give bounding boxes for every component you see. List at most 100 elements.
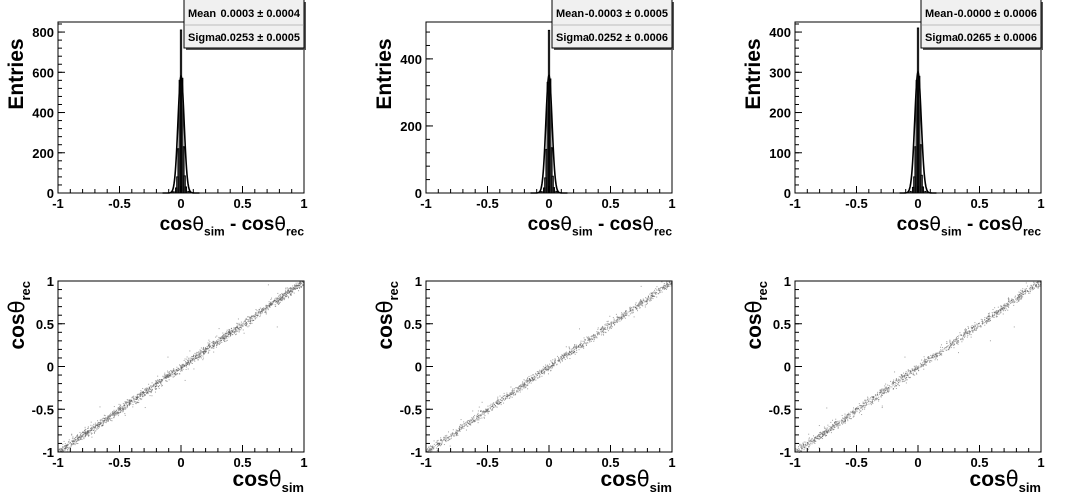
scatter-point [277, 300, 279, 302]
scatter-point [650, 292, 652, 294]
scatter-point [224, 335, 226, 337]
scatter-point [622, 314, 624, 316]
scatter-point [284, 295, 286, 297]
scatter-point [506, 395, 508, 397]
scatter-point [506, 396, 508, 398]
scatter-point [143, 395, 145, 397]
scatter-point [650, 297, 652, 299]
scatter-point [439, 443, 441, 445]
scatter-point [909, 373, 911, 375]
scatter-point [547, 370, 549, 372]
scatter-point [70, 445, 72, 447]
scatter-point [649, 296, 651, 298]
scatter-point [948, 348, 950, 350]
scatter-point [818, 447, 820, 449]
scatter-point [644, 306, 646, 308]
scatter-point [249, 318, 251, 320]
scatter-point [646, 297, 648, 299]
scatter-point [477, 422, 479, 424]
scatter-point [210, 346, 212, 348]
scatter-point [630, 308, 632, 310]
scatter-point [456, 430, 458, 432]
scatter-point [666, 281, 668, 283]
scatter-point [471, 418, 473, 420]
scatter-point [978, 325, 980, 327]
scatter-point [129, 404, 131, 406]
scatter-point [124, 401, 126, 403]
scatter-point [959, 334, 961, 336]
scatter-point [461, 426, 463, 428]
scatter-point [503, 392, 505, 394]
scatter-point [281, 298, 283, 300]
scatter-point [201, 351, 203, 353]
scatter-point [100, 422, 102, 424]
scatter-point [144, 407, 146, 409]
scatter-point [126, 404, 128, 406]
scatter-point [115, 413, 117, 415]
scatter-point [987, 320, 989, 322]
scatter-point [645, 300, 647, 302]
scatter-point [205, 350, 207, 352]
scatter-point [856, 409, 858, 411]
scatter-point [552, 367, 554, 369]
scatter-point [466, 422, 468, 424]
scatter-point [600, 328, 602, 330]
scatter-point [539, 376, 541, 378]
scatter-point [483, 417, 485, 419]
scatter-point [559, 359, 561, 361]
scatter-point [608, 326, 610, 328]
scatter-point [976, 326, 978, 328]
scatter-point [159, 379, 161, 381]
scatter-point [830, 426, 832, 428]
scatter-point [199, 356, 201, 358]
scatter-point [567, 354, 569, 356]
scatter-point [524, 380, 526, 382]
scatter-point [180, 370, 182, 372]
scatter-point [956, 340, 958, 342]
scatter-point [864, 404, 866, 406]
scatter-point [254, 318, 256, 320]
scatter-point [637, 304, 639, 306]
scatter-point [189, 363, 191, 365]
scatter-point [226, 332, 228, 334]
scatter-point [898, 379, 900, 381]
scatter-point [80, 438, 82, 440]
scatter-point [117, 412, 119, 414]
scatter-point [972, 331, 974, 333]
scatter-point [187, 362, 189, 364]
scatter-point [900, 377, 902, 379]
scatter-point [602, 333, 604, 335]
scatter-point [152, 385, 154, 387]
scatter-point [992, 316, 994, 318]
scatter-point [165, 374, 167, 376]
scatter-point [965, 328, 967, 330]
scatter-point [1007, 298, 1009, 300]
y-axis-title: cosθrec [5, 281, 33, 350]
scatter-point [799, 450, 801, 452]
scatter-point [205, 348, 207, 350]
scatter-point [907, 374, 909, 376]
scatter-point [89, 429, 91, 431]
scatter-point [225, 340, 227, 342]
scatter-point [493, 403, 495, 405]
scatter-point [476, 413, 478, 415]
scatter-point [465, 424, 467, 426]
scatter-point [835, 418, 837, 420]
scatter-point [601, 329, 603, 331]
scatter-point [487, 413, 489, 415]
scatter-point [521, 382, 523, 384]
scatter-point [875, 395, 877, 397]
scatter-point [195, 354, 197, 356]
scatter-point [474, 420, 476, 422]
scatter-point [906, 379, 908, 381]
scatter-point [107, 416, 109, 418]
scatter-point [553, 365, 555, 367]
scatter-point [148, 389, 150, 391]
scatter-point [112, 413, 114, 415]
scatter-point [447, 437, 449, 439]
scatter-point [258, 308, 260, 310]
scatter-point [560, 358, 562, 360]
scatter-point [885, 388, 887, 390]
scatter-point [795, 450, 797, 452]
scatter-point [66, 445, 68, 447]
